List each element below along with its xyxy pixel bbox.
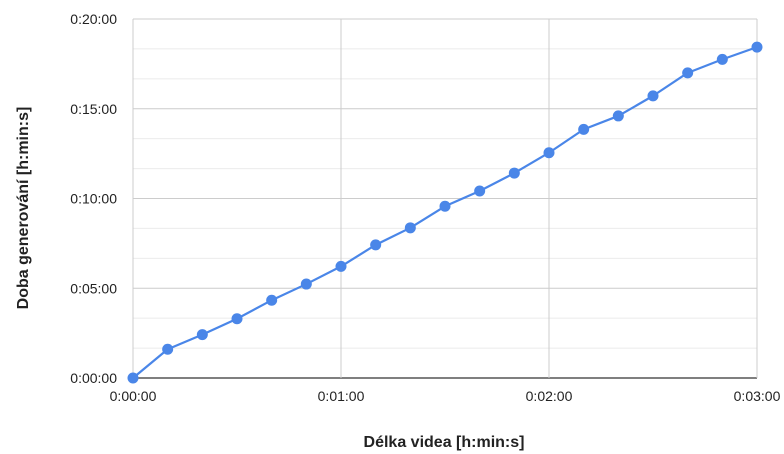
data-point xyxy=(543,147,555,159)
data-point xyxy=(578,123,590,135)
data-point xyxy=(300,278,312,290)
series-group xyxy=(127,41,763,384)
y-axis-ticks: 0:00:00 0:05:00 0:10:00 0:15:00 0:20:00 xyxy=(70,11,117,386)
y-tick-label: 0:15:00 xyxy=(70,101,117,117)
data-point xyxy=(439,200,451,212)
x-axis-title: Délka videa [h:min:s] xyxy=(364,434,525,451)
data-point xyxy=(196,329,208,341)
x-tick-label: 0:01:00 xyxy=(318,388,365,404)
data-point xyxy=(127,372,139,384)
y-tick-label: 0:10:00 xyxy=(70,191,117,207)
series-line xyxy=(132,46,758,379)
y-tick-label: 0:05:00 xyxy=(70,280,117,296)
data-point xyxy=(716,53,728,65)
data-point xyxy=(474,185,486,197)
x-tick-label: 0:02:00 xyxy=(526,388,573,404)
data-point xyxy=(162,343,174,355)
data-point xyxy=(682,67,694,79)
data-point xyxy=(404,222,416,234)
data-point xyxy=(370,239,382,251)
data-point xyxy=(231,313,243,325)
y-tick-label: 0:20:00 xyxy=(70,11,117,27)
data-point xyxy=(612,110,624,122)
x-axis-ticks: 0:00:00 0:01:00 0:02:00 0:03:00 xyxy=(110,388,781,404)
x-tick-label: 0:00:00 xyxy=(110,388,157,404)
data-point xyxy=(266,294,278,306)
data-point xyxy=(647,90,659,102)
y-tick-label: 0:00:00 xyxy=(70,370,117,386)
data-point xyxy=(751,41,763,53)
data-point xyxy=(335,260,347,272)
y-axis-title: Doba generování [h:min:s] xyxy=(15,107,32,310)
data-point xyxy=(508,167,520,179)
x-tick-label: 0:03:00 xyxy=(734,388,781,404)
gridlines xyxy=(132,18,758,379)
